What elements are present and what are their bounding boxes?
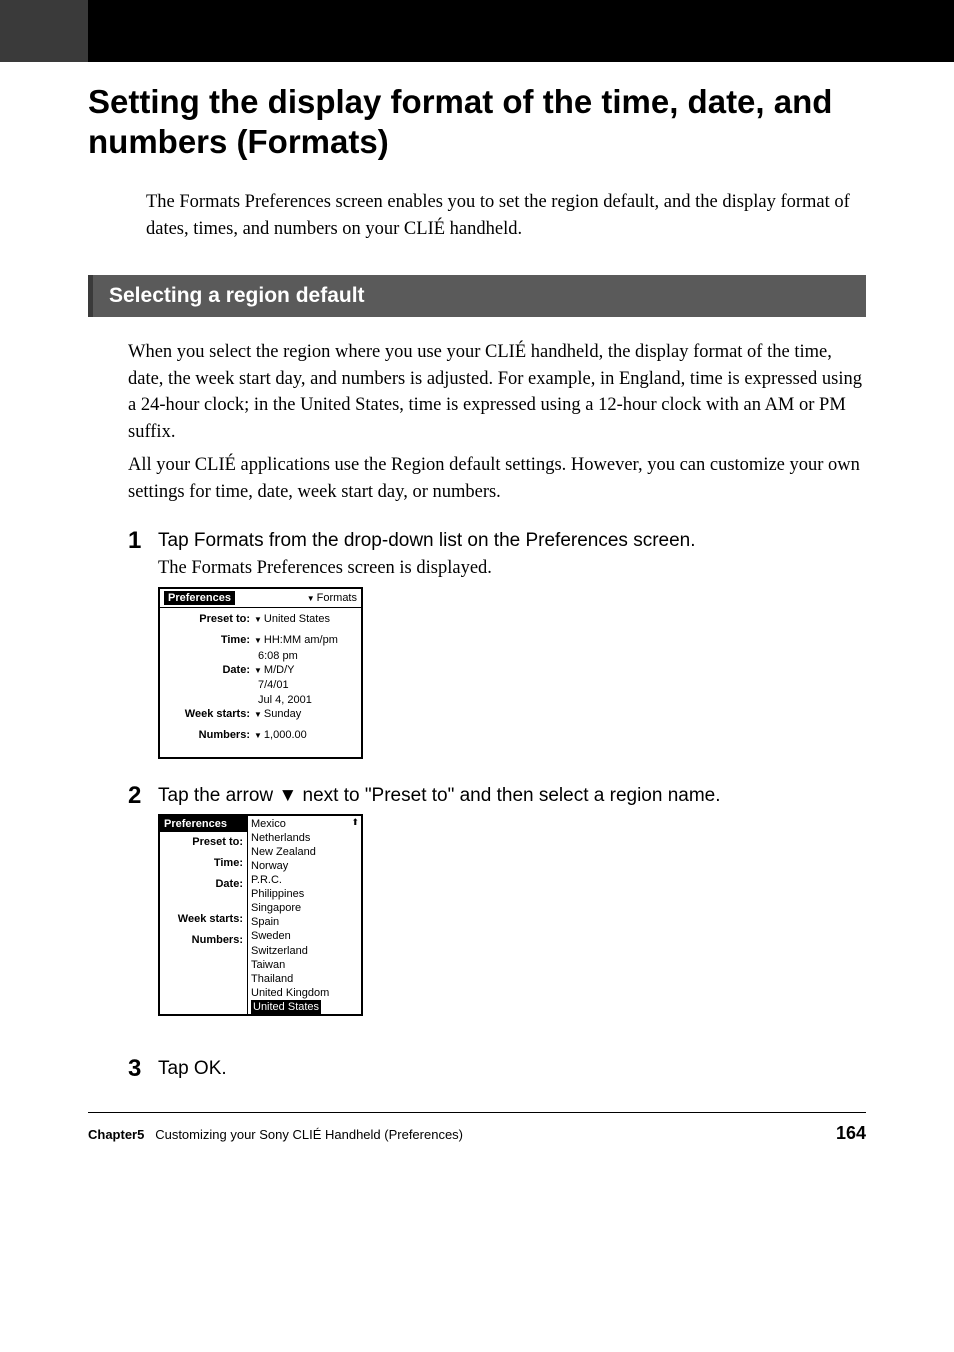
preferences-title-inverse: Preferences — [164, 591, 235, 605]
region-item[interactable]: Netherlands — [251, 831, 361, 845]
step-2-number: 2 — [128, 783, 158, 809]
formats-preferences-screenshot: Preferences Formats Preset to: United St… — [158, 587, 363, 759]
step-2-title: Tap the arrow ▼ next to "Preset to" and … — [158, 783, 721, 809]
section-header: Selecting a region default — [88, 275, 866, 317]
scroll-up-icon[interactable]: ⬆ — [351, 817, 359, 828]
date-label: Date: — [166, 663, 254, 677]
date-example-2: Jul 4, 2001 — [258, 693, 355, 707]
step-1-body: The Formats Preferences screen is displa… — [158, 558, 866, 579]
step-1-title: Tap Formats from the drop-down list on t… — [158, 528, 696, 554]
chapter-label: Chapter5 — [88, 1127, 144, 1142]
dropdown-value: Formats — [317, 592, 357, 604]
preset-label: Preset to: — [166, 612, 254, 626]
region-item[interactable]: Spain — [251, 915, 361, 929]
week-label: Week starts: — [166, 707, 254, 721]
dropdown-arrow-icon — [254, 729, 264, 741]
page-number: 164 — [836, 1123, 866, 1144]
time-value-text: HH:MM am/pm — [264, 634, 338, 646]
page-content: Setting the display format of the time, … — [0, 62, 954, 1144]
numbers-label: Numbers: — [166, 728, 254, 742]
screenshot2-left-pane: Preferences Preset to: Time: Date: Week … — [160, 816, 248, 1014]
preset-label: Preset to: — [160, 832, 247, 853]
region-item-selected[interactable]: United States — [251, 1000, 321, 1014]
body-paragraph-1: When you select the region where you use… — [128, 339, 866, 446]
step-2-title-b: next to "Preset to" and then select a re… — [297, 785, 720, 806]
time-example: 6:08 pm — [258, 649, 355, 663]
region-item[interactable]: Philippines — [251, 887, 361, 901]
screenshot-body: Preset to: United States Time: HH:MM am/… — [160, 608, 361, 757]
region-item[interactable]: United Kingdom — [251, 986, 361, 1000]
region-item[interactable]: Mexico — [251, 817, 361, 831]
page-footer: Chapter5 Customizing your Sony CLIÉ Hand… — [88, 1112, 866, 1144]
top-bar-inner — [88, 0, 954, 62]
region-item[interactable]: Taiwan — [251, 958, 361, 972]
body-paragraph-2: All your CLIÉ applications use the Regio… — [128, 452, 866, 506]
region-item[interactable]: Singapore — [251, 901, 361, 915]
step-3-title: Tap OK. — [158, 1056, 227, 1082]
region-dropdown-screenshot: Preferences Preset to: Time: Date: Week … — [158, 814, 363, 1016]
dropdown-arrow-icon — [254, 634, 264, 646]
week-row: Week starts: Sunday — [166, 707, 355, 721]
region-list-pane: ⬆ Mexico Netherlands New Zealand Norway … — [248, 816, 361, 1014]
time-row: Time: HH:MM am/pm — [166, 633, 355, 647]
footer-left: Chapter5 Customizing your Sony CLIÉ Hand… — [88, 1127, 463, 1142]
region-item[interactable]: Thailand — [251, 972, 361, 986]
numbers-value[interactable]: 1,000.00 — [254, 728, 355, 742]
week-value[interactable]: Sunday — [254, 707, 355, 721]
numbers-value-text: 1,000.00 — [264, 729, 307, 741]
dropdown-arrow-icon — [254, 613, 264, 625]
time-label: Time: — [166, 633, 254, 647]
intro-paragraph: The Formats Preferences screen enables y… — [146, 189, 866, 243]
region-list: Mexico Netherlands New Zealand Norway P.… — [248, 816, 361, 1014]
date-value-text: M/D/Y — [264, 664, 295, 676]
numbers-row: Numbers: 1,000.00 — [166, 728, 355, 742]
formats-dropdown[interactable]: Formats — [307, 592, 357, 604]
week-value-text: Sunday — [264, 708, 301, 720]
chapter-text: Customizing your Sony CLIÉ Handheld (Pre… — [155, 1127, 463, 1142]
week-label: Week starts: — [160, 909, 247, 930]
numbers-label: Numbers: — [160, 930, 247, 951]
down-triangle-icon: ▼ — [278, 785, 297, 806]
step-3: 3 Tap OK. — [128, 1056, 866, 1082]
preset-value-text: United States — [264, 613, 330, 625]
date-value[interactable]: M/D/Y — [254, 663, 355, 677]
region-item[interactable]: New Zealand — [251, 845, 361, 859]
screenshot-header: Preferences Formats — [160, 589, 361, 608]
dropdown-arrow-icon — [307, 592, 317, 604]
preset-row: Preset to: United States — [166, 612, 355, 626]
region-item[interactable]: Sweden — [251, 929, 361, 943]
time-label: Time: — [160, 853, 247, 874]
dropdown-arrow-icon — [254, 664, 264, 676]
step-1-number: 1 — [128, 528, 158, 554]
date-row: Date: M/D/Y — [166, 663, 355, 677]
step-2-title-a: Tap the arrow — [158, 785, 278, 806]
time-value[interactable]: HH:MM am/pm — [254, 633, 355, 647]
step-2: 2 Tap the arrow ▼ next to "Preset to" an… — [128, 783, 866, 809]
region-item[interactable]: Norway — [251, 859, 361, 873]
step-1: 1 Tap Formats from the drop-down list on… — [128, 528, 866, 554]
region-item[interactable]: P.R.C. — [251, 873, 361, 887]
preset-value[interactable]: United States — [254, 612, 355, 626]
region-item[interactable]: Switzerland — [251, 944, 361, 958]
date-example-1: 7/4/01 — [258, 678, 355, 692]
step-3-number: 3 — [128, 1056, 158, 1082]
page-title: Setting the display format of the time, … — [88, 82, 866, 161]
preferences-title-inverse: Preferences — [160, 816, 247, 832]
top-bar — [0, 0, 954, 62]
date-label: Date: — [160, 874, 247, 895]
dropdown-arrow-icon — [254, 708, 264, 720]
